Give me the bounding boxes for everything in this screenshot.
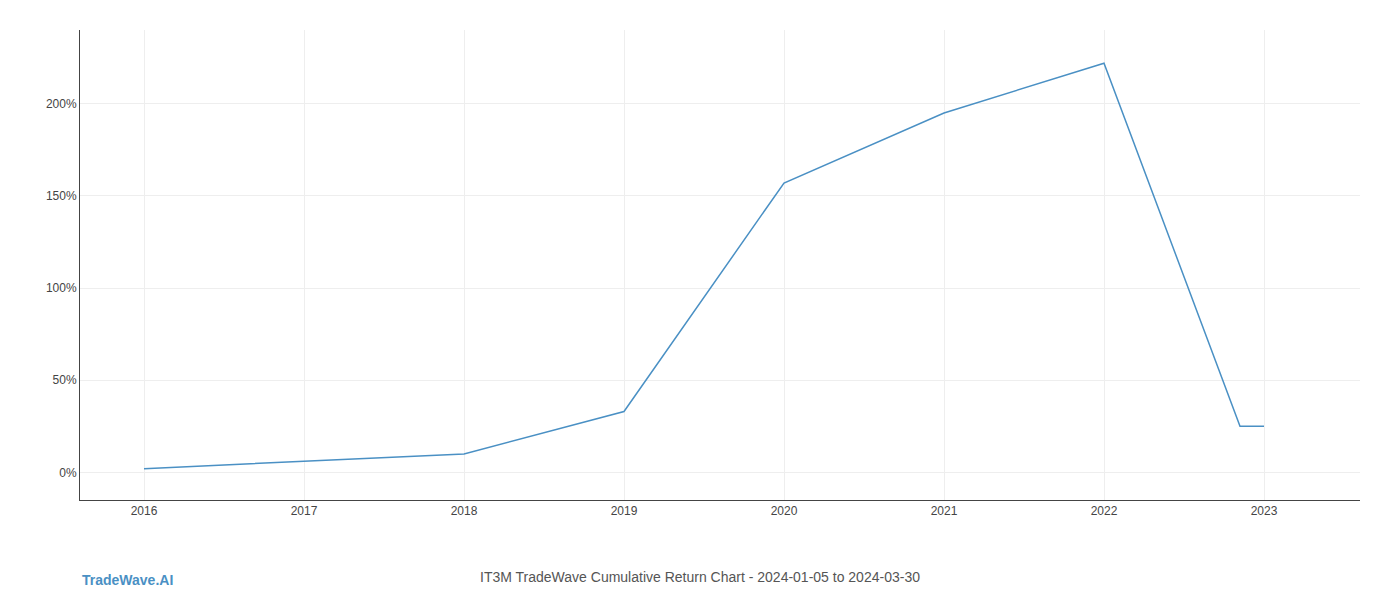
svg-text:2021: 2021 — [931, 504, 958, 518]
svg-text:2022: 2022 — [1091, 504, 1118, 518]
svg-text:IT3M TradeWave Cumulative Retu: IT3M TradeWave Cumulative Return Chart -… — [480, 569, 920, 585]
svg-text:200%: 200% — [46, 97, 77, 111]
svg-text:2016: 2016 — [131, 504, 158, 518]
svg-text:2018: 2018 — [451, 504, 478, 518]
svg-text:0%: 0% — [59, 466, 77, 480]
svg-text:2020: 2020 — [771, 504, 798, 518]
svg-text:150%: 150% — [46, 189, 77, 203]
svg-text:2019: 2019 — [611, 504, 638, 518]
svg-text:2023: 2023 — [1251, 504, 1278, 518]
svg-text:2017: 2017 — [291, 504, 318, 518]
svg-text:100%: 100% — [46, 281, 77, 295]
svg-text:50%: 50% — [53, 373, 77, 387]
svg-text:TradeWave.AI: TradeWave.AI — [82, 572, 173, 588]
